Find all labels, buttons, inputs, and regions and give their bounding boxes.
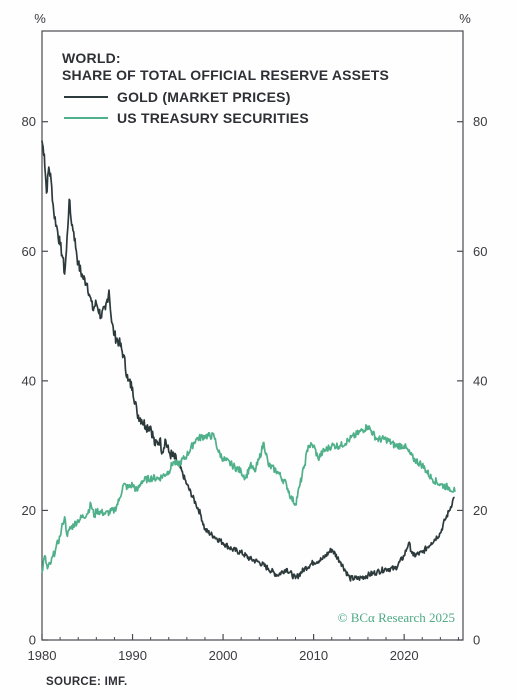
plot-frame — [41, 30, 464, 641]
y-tick-label-left: 20 — [22, 503, 36, 518]
y-tick-label-left: 80 — [22, 114, 36, 129]
legend-label-gold: GOLD (MARKET PRICES) — [117, 89, 291, 105]
x-tick-label: 1980 — [28, 648, 57, 663]
right-axis-unit-label: % — [459, 11, 471, 26]
legend-label-treasury: US TREASURY SECURITIES — [117, 110, 309, 126]
series-lines — [41, 140, 456, 582]
x-tick-label: 2010 — [299, 648, 328, 663]
source-note: SOURCE: IMF. — [46, 676, 128, 688]
y-tick-label-left: 60 — [22, 244, 36, 259]
series-line-us-treasury — [41, 424, 456, 573]
x-tick-label: 2000 — [209, 648, 238, 663]
legend: GOLD (MARKET PRICES) US TREASURY SECURIT… — [64, 89, 309, 126]
series-line-gold — [41, 140, 455, 582]
copyright-credit: © BCα Research 2025 — [338, 610, 455, 625]
chart-title: WORLD: — [62, 50, 121, 66]
y-tick-label-right: 40 — [473, 373, 487, 388]
y-tick-label-right: 60 — [473, 244, 487, 259]
y-tick-label-right: 0 — [473, 633, 480, 648]
chart-subtitle: SHARE OF TOTAL OFFICIAL RESERVE ASSETS — [62, 67, 389, 83]
x-tick-label: 2020 — [390, 648, 419, 663]
y-tick-label-left: 40 — [22, 373, 36, 388]
y-tick-label-right: 20 — [473, 503, 487, 518]
y-tick-label-right: 80 — [473, 114, 487, 129]
left-axis-unit-label: % — [34, 11, 46, 26]
y-tick-label-left: 0 — [29, 633, 36, 648]
x-tick-label: 1990 — [118, 648, 147, 663]
